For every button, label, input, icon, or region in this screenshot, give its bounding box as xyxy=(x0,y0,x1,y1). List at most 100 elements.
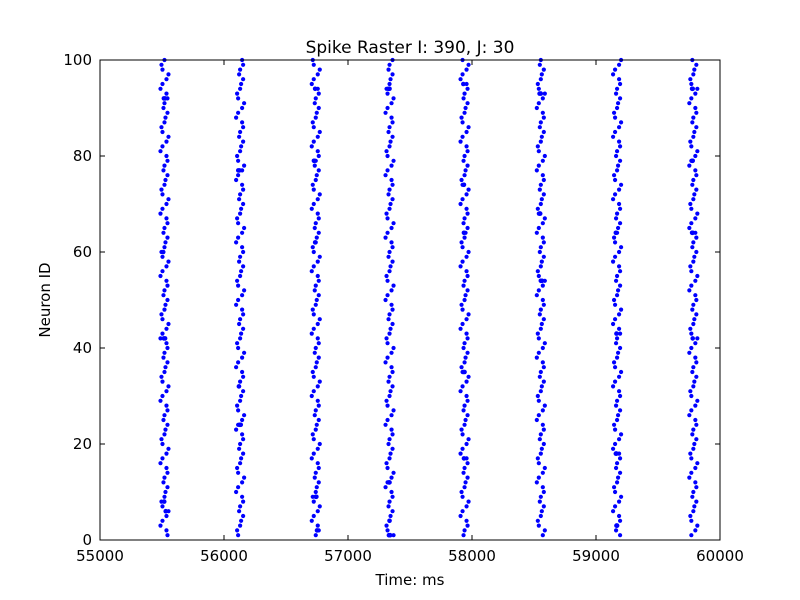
spike-point xyxy=(687,288,692,293)
spike-point xyxy=(386,441,391,447)
spike-point xyxy=(317,192,322,197)
spike-point xyxy=(388,513,393,519)
spike-point xyxy=(542,341,547,346)
spike-point xyxy=(695,461,700,466)
spike-point xyxy=(390,134,395,139)
spike-point xyxy=(692,317,697,322)
spike-point xyxy=(694,187,699,192)
spike-point xyxy=(536,273,541,279)
spike-point xyxy=(241,249,246,255)
spike-point xyxy=(241,312,246,317)
spike-point xyxy=(238,379,243,384)
spike-point xyxy=(614,451,619,456)
spike-point xyxy=(162,101,167,106)
spike-point xyxy=(391,283,396,288)
spike-point xyxy=(383,422,388,427)
spike-point xyxy=(162,245,167,250)
spike-point xyxy=(385,528,390,533)
y-tick-label: 60 xyxy=(73,243,92,261)
spike-point xyxy=(236,384,242,389)
spike-point xyxy=(465,288,470,293)
spike-point xyxy=(541,129,546,135)
spike-point xyxy=(537,62,542,67)
spike-point xyxy=(540,158,545,163)
spike-point xyxy=(161,417,166,423)
spike-point xyxy=(534,417,539,423)
spike-point xyxy=(234,240,239,245)
spike-point xyxy=(242,288,247,293)
spike-point xyxy=(159,374,164,379)
spike-point xyxy=(538,326,543,331)
spike-point xyxy=(159,125,164,130)
spike-point xyxy=(316,230,321,235)
spike-point xyxy=(159,312,164,317)
spike-point xyxy=(315,461,320,466)
spike-point xyxy=(164,403,169,408)
spike-point xyxy=(240,105,245,111)
spike-point xyxy=(617,408,623,413)
spike-point xyxy=(165,158,170,163)
spike-point xyxy=(614,480,620,485)
spike-point xyxy=(166,446,171,451)
spike-point xyxy=(236,158,241,163)
spike-point xyxy=(241,326,246,331)
spike-point xyxy=(690,369,695,375)
spike-point xyxy=(158,523,163,528)
spike-point xyxy=(164,201,169,207)
spike-point xyxy=(617,331,623,336)
spike-point xyxy=(162,432,167,437)
spike-point xyxy=(309,206,314,211)
spike-point xyxy=(458,389,463,394)
spike-point xyxy=(612,67,618,72)
spike-point xyxy=(313,489,318,495)
spike-point xyxy=(160,144,165,149)
spike-point xyxy=(164,528,169,533)
spike-point xyxy=(312,101,317,106)
spike-point xyxy=(462,403,467,408)
spike-point xyxy=(236,110,241,115)
spike-point xyxy=(691,197,696,202)
spike-point xyxy=(385,168,390,173)
x-axis-label: Time: ms xyxy=(375,571,445,589)
spike-point xyxy=(240,120,245,125)
spike-point xyxy=(464,379,469,384)
spike-point xyxy=(458,513,463,519)
spike-point xyxy=(166,197,171,202)
spike-point xyxy=(384,336,389,341)
spike-point xyxy=(240,293,245,298)
spike-point xyxy=(383,297,388,303)
spike-point xyxy=(386,192,391,197)
spike-point xyxy=(387,206,392,211)
spike-point xyxy=(311,187,316,192)
spike-point xyxy=(689,144,694,149)
spike-point xyxy=(385,355,390,360)
spike-point xyxy=(238,273,243,279)
spike-point xyxy=(238,211,243,216)
spike-point xyxy=(160,518,165,523)
spike-point xyxy=(461,158,466,163)
spike-point xyxy=(610,509,616,514)
spike-point xyxy=(315,446,320,451)
spike-point xyxy=(617,456,623,461)
spike-point xyxy=(160,504,165,509)
spike-point xyxy=(165,360,170,365)
spike-point xyxy=(695,273,700,279)
spike-point xyxy=(689,283,694,288)
spike-point xyxy=(238,441,243,447)
spike-point xyxy=(158,86,163,91)
spike-point xyxy=(535,456,540,461)
spike-point xyxy=(689,533,694,538)
spike-point xyxy=(313,96,318,101)
spike-point xyxy=(687,475,692,480)
spike-point xyxy=(312,350,317,355)
spike-point xyxy=(610,72,616,77)
spike-point xyxy=(234,365,239,370)
spike-point xyxy=(612,427,618,432)
x-tick-label: 55000 xyxy=(76,547,124,565)
spike-point xyxy=(534,168,539,173)
spike-point xyxy=(166,259,171,264)
spike-point xyxy=(236,470,241,475)
spike-point xyxy=(689,393,694,399)
y-tick-label: 20 xyxy=(73,435,92,453)
spike-point xyxy=(165,408,170,413)
